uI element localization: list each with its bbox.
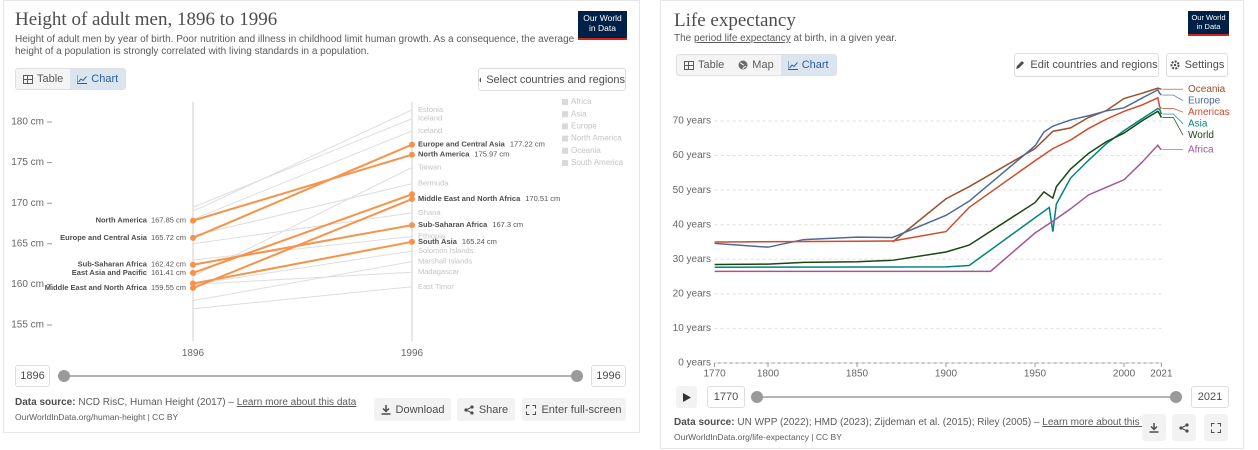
- source-label: Data source:: [674, 417, 735, 428]
- tab-label: Table: [37, 73, 64, 85]
- tab-label: Chart: [801, 59, 829, 71]
- icon: [464, 404, 474, 415]
- time-start[interactable]: 1896: [15, 365, 50, 387]
- fullscreen-button[interactable]: [1204, 414, 1228, 441]
- time-end[interactable]: 2021: [1191, 386, 1229, 408]
- button-label: Enter full-screen: [541, 403, 622, 416]
- source: UN WPP (2022); HMD (2023); Zijdeman et a…: [737, 417, 1040, 428]
- logo[interactable]: Our World in Data: [578, 11, 627, 40]
- chart-title: Height of adult men, 1896 to 1996: [15, 9, 278, 30]
- tab-group: Table Chart: [15, 68, 127, 90]
- url: OurWorldInData.org/life-expectancy | CC …: [674, 432, 842, 442]
- share-button[interactable]: Share: [457, 398, 515, 421]
- tab[interactable]: Table: [16, 69, 70, 89]
- logo-text: Our World: [1191, 13, 1226, 22]
- share-button[interactable]: [1172, 414, 1196, 441]
- download-button[interactable]: Download: [374, 398, 451, 421]
- icon: [1016, 61, 1025, 69]
- button-label: Edit countries and regions: [1030, 59, 1158, 71]
- subtitle-text: The: [674, 33, 692, 44]
- subtitle-text: at birth, in a given year.: [793, 33, 897, 44]
- source-line: Data source: UN WPP (2022); HMD (2023); …: [674, 417, 1162, 428]
- logo-text: in Data: [1196, 21, 1221, 31]
- icon: [1170, 60, 1180, 70]
- left-panel: [3, 0, 640, 433]
- icon: [1211, 422, 1221, 433]
- button-label: Settings: [1184, 59, 1225, 71]
- tab[interactable]: Map: [731, 55, 780, 75]
- chart-subtitle: The period life expectancy at birth, in …: [674, 33, 897, 45]
- tab[interactable]: Chart: [780, 55, 836, 75]
- time-start[interactable]: 1770: [707, 386, 745, 408]
- button-label: Select countries and regions: [486, 73, 625, 86]
- logo[interactable]: Our World in Data: [1188, 11, 1229, 36]
- source: NCD RisC, Human Height (2017) –: [78, 397, 234, 408]
- logo-text: in Data: [589, 22, 616, 33]
- play-button[interactable]: [676, 386, 697, 408]
- select-button[interactable]: Select countries and regions: [478, 68, 626, 91]
- tab[interactable]: Table: [677, 55, 731, 75]
- tab-label: Chart: [91, 73, 119, 85]
- icon: [787, 60, 798, 70]
- icon: [684, 60, 694, 70]
- icon: [682, 392, 691, 402]
- fullscreen-button[interactable]: Enter full-screen: [522, 398, 626, 421]
- tab-label: Table: [698, 59, 725, 71]
- logo-text: Our World: [583, 13, 622, 23]
- button-label: Share: [478, 403, 509, 416]
- source-label: Data source:: [15, 397, 76, 408]
- tab[interactable]: Chart: [70, 69, 126, 89]
- learn-more-link[interactable]: Learn more about this data: [236, 397, 357, 408]
- subtitle-link[interactable]: period life expectancy: [694, 33, 791, 44]
- tab-group: Table Map Chart: [676, 54, 837, 76]
- url: OurWorldInData.org/human-height | CC BY: [15, 412, 179, 422]
- icon: [526, 404, 537, 415]
- icon: [1179, 422, 1189, 433]
- icon: [738, 60, 748, 70]
- button-label: Download: [395, 403, 445, 416]
- source-line: Data source: NCD RisC, Human Height (201…: [15, 397, 356, 408]
- icon: [381, 404, 391, 415]
- icon: [77, 74, 88, 84]
- download-button[interactable]: [1142, 414, 1166, 441]
- learn-more-link[interactable]: Learn more about this data: [1042, 417, 1162, 428]
- chart-subtitle: Height of adult men by year of birth. Po…: [15, 34, 575, 57]
- icon: [1149, 422, 1159, 433]
- edit-button[interactable]: Edit countries and regions: [1014, 53, 1159, 77]
- icon: [23, 74, 33, 84]
- chart-title: Life expectancy: [674, 10, 796, 31]
- tab-label: Map: [752, 59, 774, 71]
- right-panel: [660, 0, 1244, 449]
- time-end[interactable]: 1996: [591, 365, 626, 387]
- icon: [479, 76, 482, 83]
- settings-button[interactable]: Settings: [1166, 53, 1228, 77]
